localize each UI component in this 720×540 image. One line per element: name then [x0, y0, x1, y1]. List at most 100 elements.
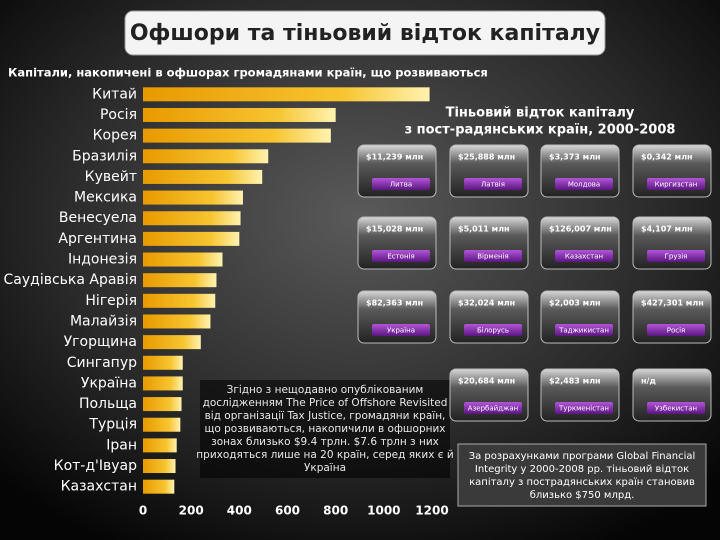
y-tick-label: Венесуела: [59, 210, 137, 226]
bar: [143, 169, 263, 184]
bar: [143, 355, 183, 370]
bar: [143, 459, 176, 474]
bar: [143, 397, 182, 412]
y-tick-label: Угорщина: [64, 334, 137, 350]
y-tick-label: Малайзія: [70, 313, 137, 329]
bar: [143, 252, 223, 267]
note-line: Згідно з нещодавно опублікованим: [227, 384, 424, 396]
tile-value: $427,301 млн: [641, 299, 704, 308]
bar: [143, 335, 201, 350]
tile-country: Вірменія: [477, 253, 509, 261]
bar: [143, 149, 269, 164]
tile-value: $2,003 млн: [549, 299, 601, 308]
bar: [143, 273, 217, 288]
tile-country: Узбекистан: [655, 405, 697, 413]
tile-tag: [647, 324, 705, 336]
note-line: зонах близько $9.4 трлн. $7.6 трлн з них: [211, 436, 439, 448]
y-tick-label: Мексика: [74, 190, 137, 206]
tile-tag: [464, 178, 522, 190]
x-tick-label: 800: [323, 504, 348, 518]
tile-tag: [555, 324, 613, 336]
note-line: приходяться лише на 20 країн, серед яких…: [196, 449, 453, 461]
tile-tag: [647, 250, 705, 262]
tile-tag: [647, 178, 705, 190]
tile-value: $4,107 млн: [641, 225, 693, 234]
tile-value: $11,239 млн: [366, 153, 423, 162]
y-tick-label: Індонезія: [68, 252, 137, 268]
note-line: капіталу з пострадянських країн становив: [469, 476, 695, 488]
tile-tag: [555, 402, 613, 414]
bar: [143, 107, 336, 122]
y-tick-label: Кувейт: [85, 169, 137, 185]
bar: [143, 231, 240, 246]
note-box: [200, 380, 450, 478]
tile-country: Азербайджан: [468, 405, 518, 413]
bar: [143, 211, 241, 226]
note-line: За розрахунками програми Global Financia…: [469, 451, 696, 462]
tile-country: Литва: [390, 181, 412, 189]
y-tick-label: Іран: [106, 437, 137, 453]
x-tick-label: 1200: [415, 504, 448, 518]
y-tick-label: Польща: [79, 396, 137, 412]
bar: [143, 376, 183, 391]
note-line: від організації Tax Justice, громадяни к…: [205, 410, 446, 422]
tile-tag: [464, 324, 522, 336]
bar: [143, 128, 331, 143]
tile-value: $5,011 млн: [458, 225, 510, 234]
tile-country: Україна: [387, 327, 415, 335]
y-tick-label: Кот-д'Івуар: [54, 458, 137, 474]
tile-value: $0,342 млн: [641, 153, 693, 162]
tile-value: $3,373 млн: [549, 153, 601, 162]
panel-title: з пост-радянських країн, 2000-2008: [405, 123, 676, 138]
note-line: близько $750 млрд.: [530, 490, 635, 501]
tile-country: Молдова: [568, 181, 600, 189]
note-line: що розвиваються, накопичили в офшорних: [204, 423, 445, 435]
bar: [143, 314, 211, 329]
y-tick-label: Корея: [93, 128, 137, 144]
note-line: дослідженням The Price of Offshore Revis…: [203, 397, 448, 409]
x-tick-label: 200: [179, 504, 204, 518]
tile-country: Росія: [667, 327, 686, 335]
y-tick-label: Бразилія: [72, 148, 137, 164]
y-tick-label: Сингапур: [67, 355, 137, 371]
y-tick-label: Росія: [100, 107, 137, 123]
tile-tag: [464, 250, 522, 262]
bar: [143, 438, 177, 453]
x-tick-label: 0: [139, 504, 147, 518]
y-tick-label: Нігерія: [85, 293, 137, 309]
note-box: [457, 443, 707, 507]
tile-value: $82,363 млн: [366, 299, 423, 308]
tile-tag: [555, 250, 613, 262]
note-line: Україна: [304, 462, 346, 474]
tile-country: Латвія: [481, 181, 505, 189]
x-tick-label: 1000: [367, 504, 400, 518]
tile-value: $25,888 млн: [458, 153, 515, 162]
tile-country: Казахстан: [565, 253, 603, 261]
y-tick-label: Турція: [88, 417, 137, 433]
y-tick-label: Казахстан: [61, 479, 137, 495]
tile-value: $126,007 млн: [549, 225, 612, 234]
tile-country: Грузія: [665, 253, 688, 261]
tile-value: н/д: [641, 377, 656, 386]
tile-value: $20,684 млн: [458, 377, 515, 386]
tile-tag: [372, 324, 430, 336]
title-box: [124, 10, 606, 56]
tile-value: $15,028 млн: [366, 225, 423, 234]
tile-tag: [647, 402, 705, 414]
tile-country: Білорусь: [477, 327, 509, 335]
note-line: Integrity у 2000-2008 рр. тіньовий відто…: [475, 463, 689, 475]
tile-tag: [372, 250, 430, 262]
y-tick-label: Саудівська Аравія: [4, 272, 138, 288]
tile-country: Туркменістан: [558, 405, 609, 413]
tile-tag: [464, 402, 522, 414]
tile-tag: [372, 178, 430, 190]
tile-value: $2,483 млн: [549, 377, 601, 386]
page-title: Офшори та тіньовий відток капіталу: [130, 21, 600, 46]
tile-country: Таджикистан: [558, 327, 609, 335]
y-tick-label: Україна: [81, 375, 137, 391]
tile-value: $32,024 млн: [458, 299, 515, 308]
x-tick-label: 600: [275, 504, 300, 518]
y-tick-label: Аргентина: [58, 231, 137, 247]
chart-title: Капітали, накопичені в офшорах громадяна…: [8, 66, 488, 80]
